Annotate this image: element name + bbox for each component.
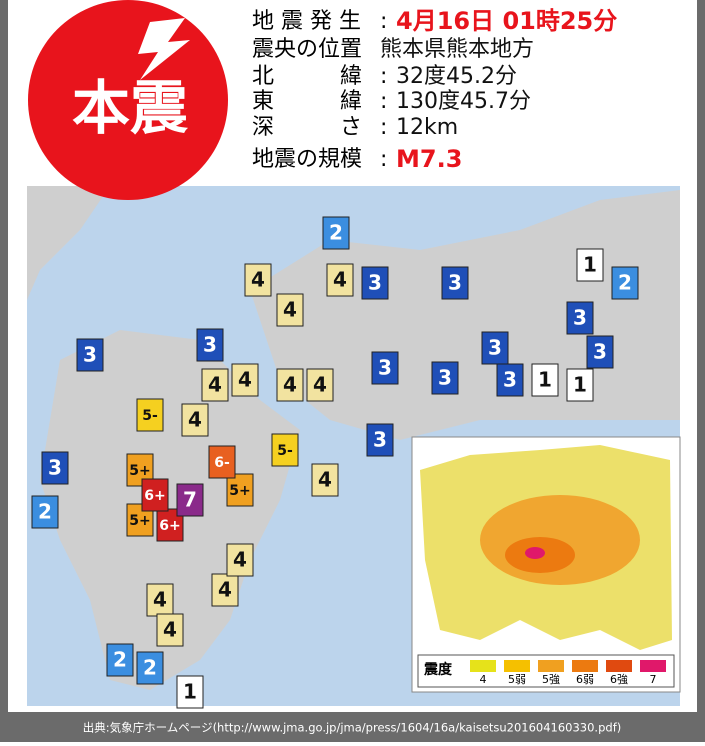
station-label: 5+ (229, 483, 250, 499)
station-label: 3 (378, 356, 392, 380)
station-label: 4 (283, 298, 297, 322)
row-value: 熊本県熊本地方 (380, 37, 534, 62)
station-label: 4 (208, 373, 222, 397)
station-label: 2 (113, 648, 127, 672)
station-label: 5- (142, 408, 158, 424)
station-label: 2 (38, 500, 52, 524)
legend-swatch (470, 660, 496, 672)
station-label: 4 (251, 268, 265, 292)
row-sep: : (380, 89, 387, 114)
station-label: 1 (583, 253, 597, 277)
inset-zone (480, 495, 640, 585)
station-label: 4 (313, 373, 327, 397)
inset: 震度 4 5弱 5強 6弱 6強 7 (412, 437, 680, 692)
legend-swatch (572, 660, 598, 672)
station-label: 3 (448, 271, 462, 295)
station-label: 3 (48, 456, 62, 480)
station-label: 4 (283, 373, 297, 397)
station-label: 3 (373, 428, 387, 452)
row-sep: : (380, 64, 387, 89)
legend-label: 4 (480, 673, 487, 686)
station-label: 3 (488, 336, 502, 360)
station-label: 3 (593, 340, 607, 364)
source: 出典:気象庁ホームページ(http://www.jma.go.jp/jma/pr… (83, 721, 621, 735)
row-label: 深 さ (252, 115, 362, 140)
station-label: 5- (277, 443, 293, 459)
row-sep: : (380, 147, 387, 172)
legend-swatch (504, 660, 530, 672)
row-sep: : (380, 115, 387, 140)
station-label: 6- (214, 455, 230, 471)
row-label: 地 震 発 生 (252, 9, 361, 34)
row-value: 32度45.2分 (396, 64, 517, 89)
station-label: 2 (618, 271, 632, 295)
inset-zone (525, 547, 545, 559)
station-label: 7 (183, 488, 197, 512)
station-label: 2 (329, 221, 343, 245)
legend-swatch (640, 660, 666, 672)
station-label: 4 (218, 578, 232, 602)
row-label: 北 緯 (252, 64, 362, 89)
station-label: 6+ (159, 518, 180, 534)
station-label: 3 (368, 271, 382, 295)
infographic: 22222333333333333444444444444411115-5-5+… (0, 0, 705, 742)
station-label: 2 (143, 656, 157, 680)
station-label: 4 (318, 468, 332, 492)
station-label: 6+ (144, 488, 165, 504)
legend-title: 震度 (423, 661, 453, 678)
legend-label: 6弱 (576, 673, 594, 686)
row-value: M7.3 (396, 145, 462, 173)
row-sep: : (380, 9, 387, 34)
station-label: 1 (183, 680, 197, 704)
station-label: 4 (153, 588, 167, 612)
legend-label: 5弱 (508, 673, 526, 686)
station-label: 4 (188, 408, 202, 432)
station-label: 4 (238, 368, 252, 392)
station-label: 3 (503, 368, 517, 392)
station-label: 4 (233, 548, 247, 572)
station-label: 4 (163, 618, 177, 642)
row-value: 12km (396, 115, 458, 140)
legend-label: 7 (650, 673, 657, 686)
station-label: 1 (538, 368, 552, 392)
station-label: 3 (438, 366, 452, 390)
station-label: 5+ (129, 463, 150, 479)
station-label: 1 (573, 373, 587, 397)
station-label: 5+ (129, 513, 150, 529)
row-label: 地震の規模 (252, 147, 362, 172)
legend-label: 5強 (542, 673, 560, 686)
legend-swatch (538, 660, 564, 672)
station-label: 4 (333, 268, 347, 292)
legend-swatch (606, 660, 632, 672)
row-value: 130度45.7分 (396, 89, 531, 114)
row-value: 4月16日 01時25分 (396, 7, 617, 35)
legend-label: 6強 (610, 673, 628, 686)
badge-text: 本震 (72, 74, 188, 142)
row-label: 東 緯 (252, 89, 362, 114)
row-label: 震央の位置 (252, 37, 362, 62)
station-label: 3 (203, 333, 217, 357)
station-label: 3 (83, 343, 97, 367)
station-label: 3 (573, 306, 587, 330)
